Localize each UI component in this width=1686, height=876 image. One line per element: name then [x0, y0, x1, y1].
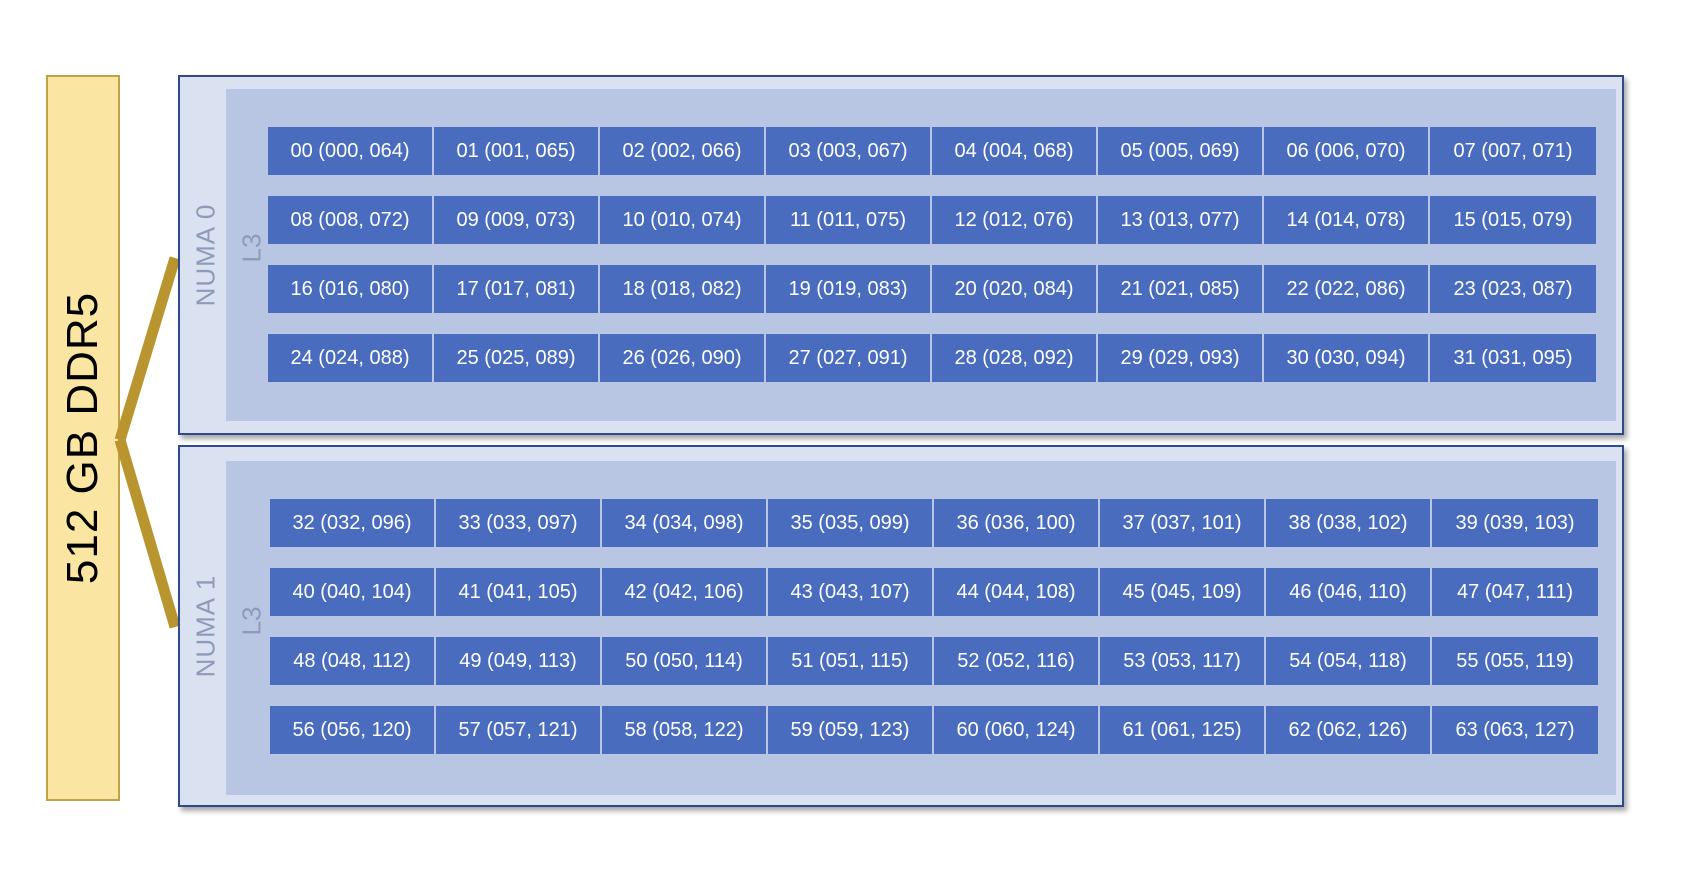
- cpu-core: 40 (040, 104): [270, 568, 436, 616]
- cpu-core: 04 (004, 068): [932, 127, 1098, 175]
- numa-label: NUMA 1: [190, 574, 221, 678]
- cpu-core: 36 (036, 100): [934, 499, 1100, 547]
- cpu-core: 24 (024, 088): [268, 334, 434, 382]
- cpu-core: 06 (006, 070): [1264, 127, 1430, 175]
- cpu-core: 50 (050, 114): [602, 637, 768, 685]
- cpu-core: 39 (039, 103): [1432, 499, 1598, 547]
- cpu-core: 47 (047, 111): [1432, 568, 1598, 616]
- cpu-core: 21 (021, 085): [1098, 265, 1264, 313]
- cpu-core: 44 (044, 108): [934, 568, 1100, 616]
- cpu-core: 58 (058, 122): [602, 706, 768, 754]
- cpu-core: 45 (045, 109): [1100, 568, 1266, 616]
- cpu-core: 35 (035, 099): [768, 499, 934, 547]
- cpu-core: 09 (009, 073): [434, 196, 600, 244]
- cpu-core: 59 (059, 123): [768, 706, 934, 754]
- cpu-core: 14 (014, 078): [1264, 196, 1430, 244]
- cpu-core: 31 (031, 095): [1430, 334, 1596, 382]
- cpu-core: 25 (025, 089): [434, 334, 600, 382]
- cpu-core: 17 (017, 081): [434, 265, 600, 313]
- cpu-core: 11 (011, 075): [766, 196, 932, 244]
- cpu-core: 46 (046, 110): [1266, 568, 1432, 616]
- cpu-core: 62 (062, 126): [1266, 706, 1432, 754]
- memory-block: 512 GB DDR5: [46, 75, 120, 801]
- core-grid: 32 (032, 096) 33 (033, 097) 34 (034, 098) 3…: [270, 499, 1598, 754]
- connector-line-numa-1: [114, 438, 181, 629]
- cpu-core: 05 (005, 069): [1098, 127, 1264, 175]
- numa-node-0: NUMA 0 L3 00 (000, 064) 01 (001, 065) 02 (…: [178, 75, 1624, 435]
- cpu-core: 32 (032, 096): [270, 499, 436, 547]
- cpu-core: 01 (001, 065): [434, 127, 600, 175]
- cpu-core: 42 (042, 106): [602, 568, 768, 616]
- cpu-core: 26 (026, 090): [600, 334, 766, 382]
- cpu-core: 38 (038, 102): [1266, 499, 1432, 547]
- cpu-core: 23 (023, 087): [1430, 265, 1596, 313]
- numa-node-1: NUMA 1 L3 32 (032, 096) 33 (033, 097) 34 (…: [178, 445, 1624, 807]
- l3-cache: L3 00 (000, 064) 01 (001, 065) 02 (002, 06…: [226, 89, 1616, 421]
- cpu-core: 08 (008, 072): [268, 196, 434, 244]
- cpu-core: 19 (019, 083): [766, 265, 932, 313]
- cpu-core: 30 (030, 094): [1264, 334, 1430, 382]
- cpu-core: 18 (018, 082): [600, 265, 766, 313]
- cpu-core: 27 (027, 091): [766, 334, 932, 382]
- cpu-core: 12 (012, 076): [932, 196, 1098, 244]
- l3-cache: L3 32 (032, 096) 33 (033, 097) 34 (034, 09…: [226, 461, 1616, 795]
- core-grid: 00 (000, 064) 01 (001, 065) 02 (002, 066) 0…: [268, 127, 1596, 382]
- cpu-core: 49 (049, 113): [436, 637, 602, 685]
- cpu-core: 51 (051, 115): [768, 637, 934, 685]
- cpu-core: 54 (054, 118): [1266, 637, 1432, 685]
- connector-line-numa-0: [114, 256, 181, 442]
- cpu-core: 15 (015, 079): [1430, 196, 1596, 244]
- cpu-core: 16 (016, 080): [268, 265, 434, 313]
- cpu-core: 33 (033, 097): [436, 499, 602, 547]
- cpu-core: 07 (007, 071): [1430, 127, 1596, 175]
- cpu-core: 48 (048, 112): [270, 637, 436, 685]
- cpu-core: 10 (010, 074): [600, 196, 766, 244]
- l3-label: L3: [236, 233, 267, 263]
- cpu-core: 20 (020, 084): [932, 265, 1098, 313]
- l3-label: L3: [236, 606, 267, 636]
- numa-label: NUMA 0: [190, 203, 221, 307]
- cpu-core: 03 (003, 067): [766, 127, 932, 175]
- cpu-core: 37 (037, 101): [1100, 499, 1266, 547]
- cpu-core: 60 (060, 124): [934, 706, 1100, 754]
- cpu-core: 13 (013, 077): [1098, 196, 1264, 244]
- cpu-core: 28 (028, 092): [932, 334, 1098, 382]
- cpu-core: 56 (056, 120): [270, 706, 436, 754]
- cpu-core: 55 (055, 119): [1432, 637, 1598, 685]
- cpu-core: 00 (000, 064): [268, 127, 434, 175]
- cpu-core: 34 (034, 098): [602, 499, 768, 547]
- cpu-core: 29 (029, 093): [1098, 334, 1264, 382]
- cpu-core: 63 (063, 127): [1432, 706, 1598, 754]
- cpu-core: 41 (041, 105): [436, 568, 602, 616]
- cpu-core: 53 (053, 117): [1100, 637, 1266, 685]
- cpu-core: 22 (022, 086): [1264, 265, 1430, 313]
- cpu-core: 43 (043, 107): [768, 568, 934, 616]
- cpu-core: 57 (057, 121): [436, 706, 602, 754]
- cpu-core: 52 (052, 116): [934, 637, 1100, 685]
- cpu-core: 61 (061, 125): [1100, 706, 1266, 754]
- cpu-core: 02 (002, 066): [600, 127, 766, 175]
